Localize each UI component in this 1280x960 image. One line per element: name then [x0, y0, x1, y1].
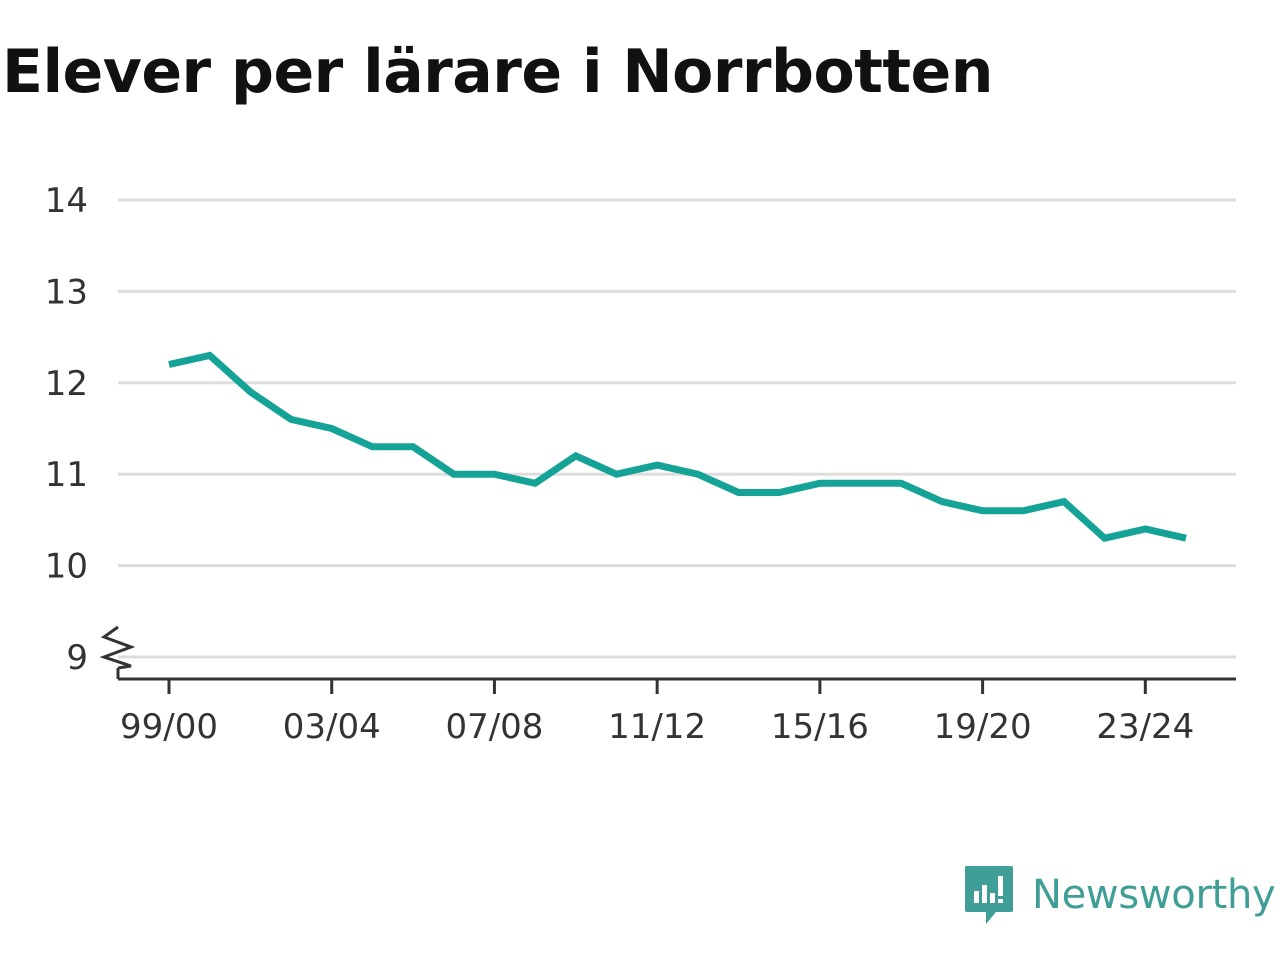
x-tick-label: 99/00	[120, 707, 218, 747]
y-tick-label: 9	[66, 638, 88, 678]
series-layer	[168, 351, 1187, 543]
brand-name: Newsworthy	[1032, 872, 1276, 918]
y-tick-label: 10	[45, 547, 88, 587]
newsworthy-logo-icon	[965, 866, 1013, 924]
x-tick-label: 03/04	[283, 707, 381, 747]
series-line	[168, 351, 1187, 543]
y-tick-label: 11	[45, 455, 88, 495]
x-tick-label: 19/20	[934, 707, 1032, 747]
x-tick-label: 11/12	[608, 707, 706, 747]
chart-title: Elever per lärare i Norrbotten	[2, 37, 993, 107]
x-tick-label: 07/08	[445, 707, 543, 747]
brand-logo: Newsworthy	[964, 862, 1276, 928]
x-tick-label: 23/24	[1096, 707, 1194, 747]
y-tick-label: 12	[45, 364, 88, 404]
gridlines	[118, 198, 1236, 659]
x-tick-label: 15/16	[771, 707, 869, 747]
y-axis: 9 10 11 12 13 14	[45, 181, 88, 678]
y-axis-break-icon	[99, 625, 136, 670]
x-axis	[99, 625, 1236, 694]
y-tick-label: 13	[45, 272, 88, 312]
y-tick-label: 14	[45, 181, 88, 221]
x-axis-tick-labels: 99/00 03/04 07/08 11/12 15/16 19/20 23/24	[120, 707, 1194, 747]
